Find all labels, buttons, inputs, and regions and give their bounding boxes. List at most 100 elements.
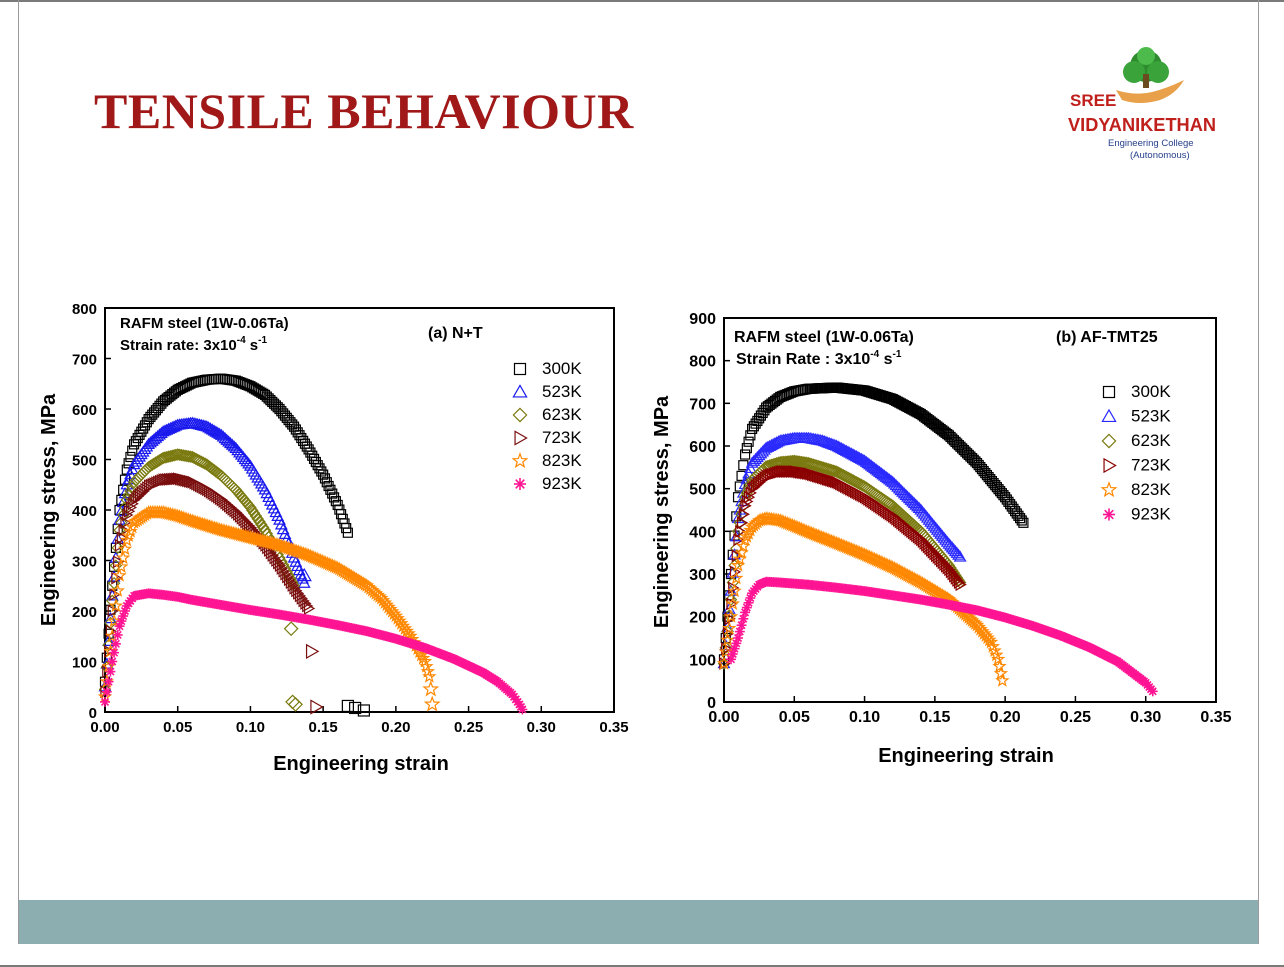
series-523k-point — [853, 451, 867, 463]
legend-item-300k: 300K — [513, 359, 582, 378]
series-300k-point — [319, 473, 331, 484]
series-300k-point — [296, 432, 307, 444]
series-723k-point — [276, 561, 288, 575]
series-300k-point — [323, 480, 334, 492]
x-tick-label: 0.35 — [599, 719, 628, 736]
series-300k-fracture-point — [349, 701, 362, 715]
series-923k-point — [733, 633, 744, 643]
series-623k-point — [198, 457, 212, 470]
y-tick-label: 300 — [689, 567, 716, 584]
series-623k-point — [788, 454, 801, 468]
legend-marker-300k-point — [513, 362, 527, 376]
series-300k-point — [755, 410, 767, 421]
series-300k-point — [294, 430, 305, 441]
series-300k-point — [739, 449, 751, 460]
series-300k-point — [132, 432, 143, 444]
series-823k-point — [401, 626, 416, 640]
x-tick-label: 0.00 — [90, 719, 119, 736]
series-300k-point — [747, 423, 758, 435]
y-tick-label: 0 — [89, 705, 97, 722]
series-723k-point — [158, 473, 170, 487]
series-523k-point — [817, 434, 831, 447]
legend-label: 623K — [1131, 431, 1171, 450]
logo-line-4: (Autonomous) — [1130, 150, 1190, 161]
series-523k-point — [854, 452, 868, 464]
series-623k-point — [196, 456, 210, 469]
series-723k-point — [721, 642, 733, 656]
series-723k-point — [300, 596, 312, 610]
series-723k-point — [129, 493, 141, 507]
series-623k-point — [244, 501, 257, 514]
series-523k-point — [836, 442, 850, 455]
series-523k-point — [294, 568, 308, 580]
y-tick-label: 500 — [72, 453, 97, 470]
series-300k-point — [268, 398, 280, 409]
series-623k-fracture-point — [283, 621, 299, 637]
series-300k-point — [748, 421, 759, 432]
series-723k-point — [118, 523, 130, 537]
series-723k-point — [240, 515, 252, 529]
x-tick-label: 0.00 — [708, 709, 739, 726]
series-923k-point — [736, 620, 747, 631]
series-723k-point — [291, 584, 303, 598]
legend-item-823k: 823K — [511, 451, 582, 470]
series-523k-point — [297, 576, 311, 588]
series-723k-point — [282, 570, 294, 584]
legend-item-823k: 823K — [1100, 480, 1171, 499]
top-border-line — [0, 0, 1284, 2]
series-823k-point — [397, 621, 413, 635]
series-523k-point — [289, 555, 303, 567]
y-tick-label: 100 — [72, 655, 97, 672]
series-623k-point — [166, 449, 179, 463]
series-723k-point — [160, 473, 172, 487]
series-723k-point — [733, 533, 745, 547]
chart-b-frame — [723, 317, 1217, 703]
series-623k-point — [195, 455, 208, 468]
series-923k — [100, 588, 528, 715]
series-823k-point — [388, 608, 404, 623]
series-300k-point — [318, 469, 329, 480]
series-623k-point — [800, 456, 813, 470]
series-723k-point — [740, 499, 752, 513]
series-623k-point — [251, 512, 264, 526]
series-300k — [718, 382, 1029, 665]
series-300k-point — [321, 477, 332, 488]
series-723k-point — [231, 506, 243, 519]
series-300k — [99, 373, 370, 717]
legend-label: 923K — [1131, 505, 1171, 524]
series-823k-point — [993, 665, 1009, 680]
series-623k-point — [247, 506, 261, 520]
series-300k-point — [743, 436, 754, 447]
series-723k-point — [133, 489, 145, 503]
series-723k-point — [165, 472, 178, 486]
series-623k-point — [187, 451, 201, 465]
chart-a-ylabel: Engineering stress, MPa — [38, 393, 60, 626]
series-300k-point — [1016, 515, 1027, 526]
series-623k-point — [189, 452, 203, 466]
series-523k-point — [828, 438, 842, 451]
slide-frame — [18, 0, 1259, 944]
series-623k-point — [791, 455, 805, 468]
series-300k-point — [128, 439, 140, 450]
series-723k-point — [234, 509, 247, 523]
y-tick-label: 700 — [689, 396, 716, 413]
series-723k-point — [131, 491, 143, 505]
series-923k-point — [103, 676, 114, 687]
college-logo: SREE VIDYANIKETHAN Engineering College (… — [1068, 47, 1216, 161]
y-tick-label: 200 — [689, 610, 716, 627]
series-300k-point — [156, 398, 167, 409]
series-823k-point — [725, 596, 741, 611]
legend-marker-523k-point — [512, 384, 528, 398]
chart-a-x-ticks: 0.00 0.05 0.10 0.15 0.20 0.25 0.30 0.35 — [90, 706, 629, 736]
y-tick-label: 0 — [707, 695, 716, 712]
chart-b-ylabel: Engineering stress, MPa — [651, 395, 673, 628]
series-923k-point — [100, 696, 110, 707]
legend-label: 823K — [1131, 480, 1171, 499]
series-623k-point — [253, 515, 266, 528]
series-723k-point — [169, 472, 181, 486]
series-923k-point — [1147, 686, 1158, 697]
series-823k-point — [110, 583, 125, 597]
series-523k-point — [822, 436, 836, 449]
legend-label: 723K — [542, 428, 582, 447]
series-723k-point — [724, 612, 736, 626]
